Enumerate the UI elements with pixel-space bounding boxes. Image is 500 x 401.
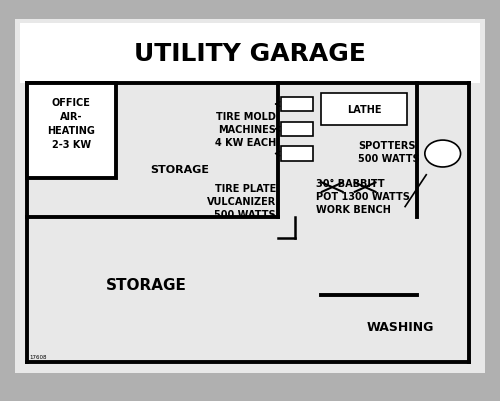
Bar [280,122,314,136]
Text: 30° BABBITT
POT 1300 WATTS
WORK BENCH: 30° BABBITT POT 1300 WATTS WORK BENCH [316,178,410,215]
Circle shape [425,141,460,168]
Text: OFFICE
AIR-
HEATING
2-3 KW: OFFICE AIR- HEATING 2-3 KW [48,98,96,150]
Text: TIRE MOLD
MACHINES
4 KW EACH: TIRE MOLD MACHINES 4 KW EACH [214,111,276,148]
Text: 17608: 17608 [29,354,46,360]
Text: WASHING: WASHING [366,320,434,334]
Text: STORAGE: STORAGE [106,277,187,292]
Text: UTILITY GARAGE: UTILITY GARAGE [134,42,366,65]
Text: LATHE: LATHE [346,105,381,115]
Bar [320,94,408,126]
Bar [280,147,314,161]
Text: SPOTTERS
500 WATTS: SPOTTERS 500 WATTS [358,141,420,164]
Text: TIRE PLATE
VULCANIZER
500 WATTS: TIRE PLATE VULCANIZER 500 WATTS [206,184,276,220]
Bar [20,24,480,83]
Bar [27,83,116,179]
Text: STORAGE: STORAGE [150,165,209,175]
Bar [280,98,314,112]
